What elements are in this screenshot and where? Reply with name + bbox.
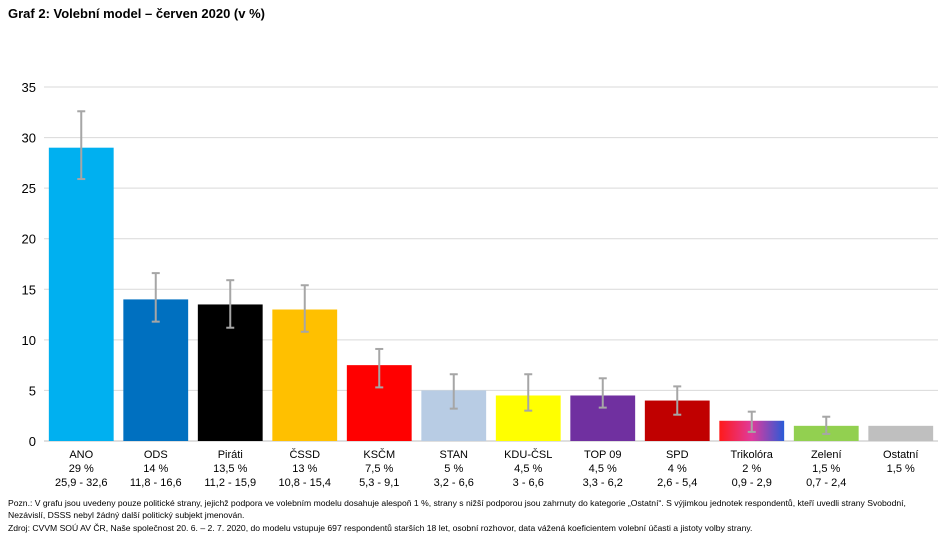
error-bar-čssd bbox=[300, 284, 309, 333]
y-tick-label: 5 bbox=[29, 383, 36, 398]
category-label: ANO bbox=[69, 449, 93, 461]
error-bar-spd bbox=[673, 385, 682, 416]
bar-ano bbox=[48, 147, 114, 441]
y-tick-label: 15 bbox=[22, 282, 36, 297]
category-label: Trikolóra bbox=[731, 449, 774, 461]
bar-chart: 0 5 10 15 20 25 30 35 ANO 29 % 25,9 - 32,6 ODS 14 %… bbox=[22, 80, 938, 489]
chart-source: Zdroj: CVVM SOÚ AV ČR, Naše společnost 2… bbox=[8, 523, 753, 533]
y-tick-label: 30 bbox=[22, 131, 36, 146]
value-label: 1,5 % bbox=[812, 463, 840, 475]
value-label: 13,5 % bbox=[213, 463, 247, 475]
y-axis: 0 5 10 15 20 25 30 35 bbox=[22, 80, 36, 449]
error-bar-trikolóra bbox=[747, 410, 756, 433]
error-bar-piráti bbox=[226, 279, 235, 329]
error-bar-top 09 bbox=[598, 377, 607, 409]
value-label: 4,5 % bbox=[514, 463, 542, 475]
interval-label: 3 - 6,6 bbox=[513, 477, 544, 489]
interval-label: 3,3 - 6,2 bbox=[583, 477, 623, 489]
error-bar-kdu-čsl bbox=[524, 373, 533, 412]
value-label: 5 % bbox=[444, 463, 463, 475]
grid-lines bbox=[44, 86, 938, 442]
interval-label: 3,2 - 6,6 bbox=[434, 477, 474, 489]
y-tick-label: 20 bbox=[22, 232, 36, 247]
interval-label: 0,9 - 2,9 bbox=[732, 477, 772, 489]
category-label: TOP 09 bbox=[584, 449, 622, 461]
error-bar-ksčm bbox=[375, 347, 384, 389]
interval-label: 2,6 - 5,4 bbox=[657, 477, 697, 489]
category-label: SPD bbox=[666, 449, 689, 461]
y-tick-label: 25 bbox=[22, 181, 36, 196]
bars bbox=[48, 147, 934, 441]
error-bars bbox=[77, 110, 831, 435]
category-label: Piráti bbox=[218, 449, 243, 461]
value-label: 2 % bbox=[742, 463, 761, 475]
interval-label: 25,9 - 32,6 bbox=[55, 477, 108, 489]
interval-label: 11,2 - 15,9 bbox=[204, 477, 256, 489]
category-label: STAN bbox=[439, 449, 468, 461]
category-label: ODS bbox=[144, 449, 168, 461]
interval-label: 0,7 - 2,4 bbox=[806, 477, 846, 489]
error-bar-ods bbox=[151, 272, 160, 323]
value-label: 7,5 % bbox=[365, 463, 393, 475]
interval-label: 10,8 - 15,4 bbox=[278, 477, 331, 489]
y-tick-label: 35 bbox=[22, 80, 36, 95]
value-label: 14 % bbox=[143, 463, 168, 475]
error-bar-zelení bbox=[822, 415, 831, 435]
value-label: 1,5 % bbox=[887, 463, 915, 475]
y-tick-label: 10 bbox=[22, 333, 36, 348]
category-label: ČSSD bbox=[289, 448, 320, 461]
category-label: Ostatní bbox=[883, 449, 918, 461]
value-label: 13 % bbox=[292, 463, 317, 475]
page-title: Graf 2: Volební model – červen 2020 (v %… bbox=[8, 6, 265, 21]
value-label: 29 % bbox=[69, 463, 94, 475]
bar-ostatní bbox=[868, 425, 934, 441]
category-label: KSČM bbox=[363, 448, 395, 461]
error-bar-stan bbox=[449, 373, 458, 410]
value-label: 4 % bbox=[668, 463, 687, 475]
value-label: 4,5 % bbox=[589, 463, 617, 475]
interval-label: 11,8 - 16,6 bbox=[130, 477, 182, 489]
interval-label: 5,3 - 9,1 bbox=[359, 477, 399, 489]
category-label: KDU-ČSL bbox=[504, 448, 552, 461]
category-labels: ANO 29 % 25,9 - 32,6 ODS 14 % 11,8 - 16,6 Pirá… bbox=[55, 448, 919, 489]
chart-note: Pozn.: V grafu jsou uvedeny pouze politi… bbox=[8, 498, 906, 520]
error-bar-ano bbox=[77, 110, 86, 181]
category-label: Zelení bbox=[811, 449, 842, 461]
y-tick-label: 0 bbox=[29, 434, 36, 449]
bar-ods bbox=[123, 299, 189, 441]
